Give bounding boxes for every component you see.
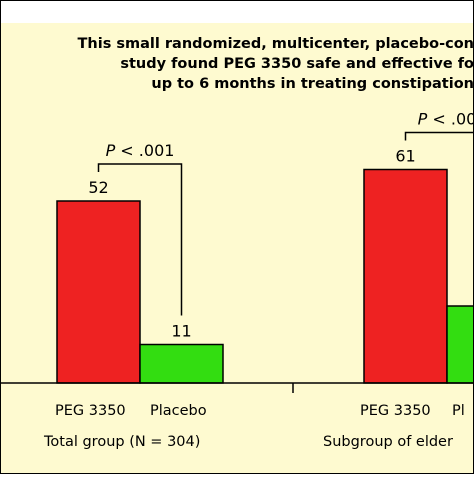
tick-label-total-placebo: Placebo <box>150 403 207 419</box>
bar-1-peg <box>364 170 447 384</box>
group-label-elderly: Subgroup of elder <box>323 434 453 450</box>
p-value-label-0: P < .001 <box>106 141 175 160</box>
bar-0-peg <box>57 201 140 383</box>
tick-label-elderly-placebo: Pl <box>452 403 465 419</box>
chart-title-line-3: up to 6 months in treating constipation <box>151 76 474 92</box>
p-value-label-1: P < .00 <box>418 110 474 129</box>
top-band <box>0 0 474 23</box>
data-label-0-peg: 52 <box>88 178 108 197</box>
data-label-1-peg: 61 <box>395 147 415 166</box>
chart-title-line-1: This small randomized, multicenter, plac… <box>78 36 474 52</box>
tick-label-elderly-peg: PEG 3350 <box>360 403 431 419</box>
data-label-0-placebo: 11 <box>171 322 191 341</box>
chart-title-line-2: study found PEG 3350 safe and effective … <box>120 56 474 72</box>
bar-0-placebo <box>140 345 223 384</box>
tick-label-total-peg: PEG 3350 <box>55 403 126 419</box>
bar-1-placebo <box>447 306 474 383</box>
group-label-total: Total group (N = 304) <box>43 434 200 450</box>
